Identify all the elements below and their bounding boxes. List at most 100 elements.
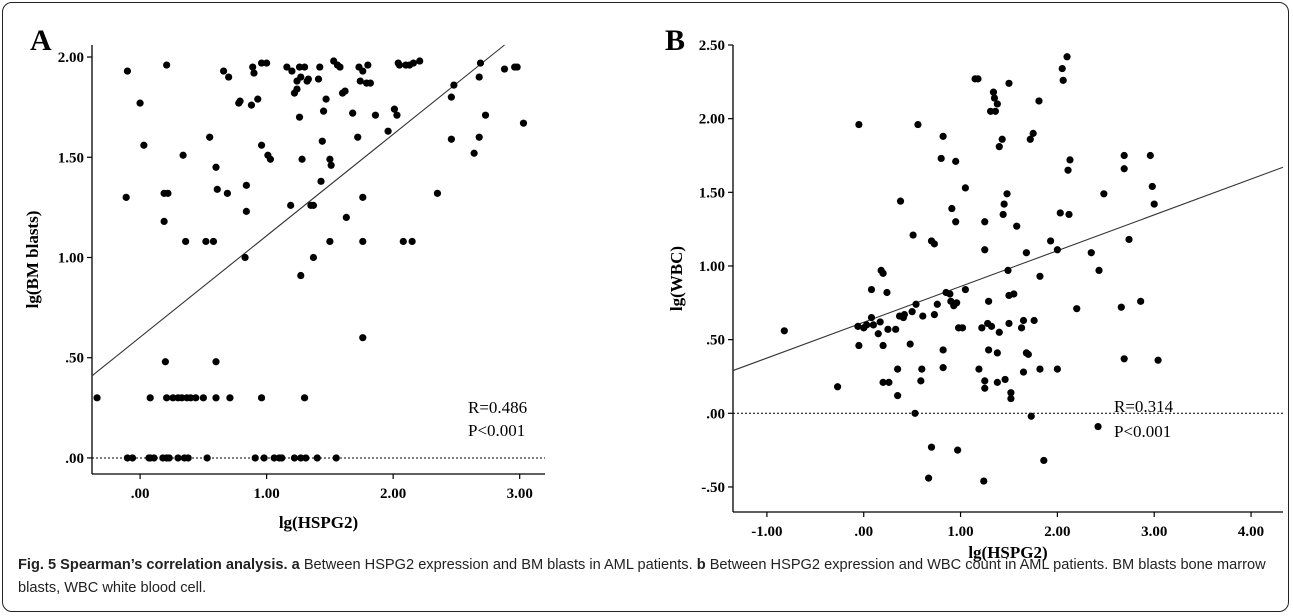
- x-tick-label: .00: [131, 486, 150, 502]
- data-point: [924, 474, 933, 482]
- data-point: [1030, 316, 1038, 325]
- data-point: [182, 237, 190, 246]
- data-point: [854, 322, 862, 330]
- data-point: [1053, 246, 1061, 254]
- data-point: [300, 63, 309, 71]
- data-point: [999, 210, 1007, 219]
- data-point: [136, 99, 144, 107]
- data-point: [304, 75, 312, 83]
- data-point: [416, 57, 424, 65]
- data-point: [885, 378, 893, 386]
- data-point: [1117, 303, 1125, 311]
- data-point: [995, 328, 1003, 336]
- data-point: [1013, 222, 1021, 230]
- panel-label: A: [30, 24, 52, 57]
- data-point: [1058, 64, 1066, 73]
- data-point: [475, 73, 483, 81]
- data-point: [933, 300, 941, 308]
- data-point: [341, 87, 349, 95]
- data-point: [475, 133, 483, 141]
- data-point: [513, 63, 521, 71]
- data-point: [1036, 272, 1044, 280]
- data-point: [1150, 200, 1158, 208]
- caption-title: Spearman’s correlation analysis.: [60, 557, 288, 573]
- data-point: [883, 288, 891, 297]
- data-point: [961, 285, 969, 294]
- data-point: [1000, 200, 1008, 208]
- fit-line: [91, 44, 505, 377]
- data-point: [395, 61, 404, 69]
- data-point: [946, 290, 954, 298]
- data-point: [257, 59, 266, 67]
- data-point: [1059, 76, 1067, 84]
- data-point: [1065, 210, 1073, 219]
- data-point: [409, 59, 418, 67]
- data-point: [93, 394, 101, 402]
- data-point: [169, 394, 177, 402]
- data-point: [1036, 365, 1044, 373]
- data-point: [302, 454, 310, 462]
- data-point: [251, 454, 259, 462]
- x-tick-label: .00: [854, 524, 873, 540]
- x-tick-label: 3.00: [1141, 524, 1167, 540]
- data-point: [447, 93, 455, 101]
- y-tick-label: 1.50: [58, 150, 84, 166]
- data-point: [326, 155, 334, 163]
- data-point: [874, 330, 882, 338]
- data-point: [930, 310, 939, 319]
- data-point: [993, 100, 1001, 108]
- data-point: [470, 149, 478, 157]
- data-point: [1019, 316, 1028, 325]
- data-point: [1053, 365, 1061, 373]
- data-point: [912, 300, 920, 308]
- data-point: [318, 137, 326, 145]
- data-point: [989, 88, 998, 96]
- data-point: [1004, 266, 1012, 274]
- y-axis-label: lg(BM blasts): [23, 211, 42, 309]
- data-point: [1100, 190, 1108, 198]
- data-point: [123, 454, 132, 462]
- data-point: [356, 77, 364, 85]
- y-tick-label: 2.00: [699, 112, 725, 128]
- data-point: [123, 67, 132, 75]
- data-point: [1120, 151, 1128, 160]
- figure-caption: Fig. 5 Spearman’s correlation analysis. …: [18, 554, 1280, 600]
- data-point: [985, 297, 993, 305]
- data-point: [122, 193, 130, 201]
- data-point: [322, 95, 330, 103]
- data-point: [332, 454, 340, 462]
- data-point: [917, 377, 925, 385]
- data-point: [297, 73, 305, 81]
- data-point: [1146, 151, 1154, 160]
- data-point: [266, 155, 275, 163]
- data-point: [909, 231, 917, 239]
- data-point: [150, 454, 158, 462]
- data-point: [295, 113, 304, 121]
- data-point: [892, 325, 900, 333]
- data-point: [326, 237, 334, 246]
- data-point: [260, 454, 268, 462]
- y-tick-label: -.50: [701, 480, 725, 496]
- data-point: [952, 157, 960, 165]
- data-point: [225, 73, 233, 81]
- data-point: [993, 378, 1001, 386]
- data-point: [270, 454, 278, 462]
- data-point: [354, 133, 362, 141]
- data-point: [192, 394, 200, 402]
- data-point: [985, 346, 993, 354]
- panel-a: A .00 .50 1.00 1.50 2.00 .00 1.00 2.00 3.00 lg(HSP…: [23, 24, 545, 532]
- data-point: [980, 477, 988, 485]
- data-point: [948, 204, 956, 213]
- data-point: [250, 69, 258, 77]
- data-point: [359, 193, 367, 201]
- x-tick-label: 1.00: [253, 486, 279, 502]
- data-point: [1040, 456, 1048, 465]
- data-point: [1035, 97, 1043, 105]
- data-point: [867, 313, 876, 322]
- data-point: [128, 454, 137, 462]
- data-point: [287, 201, 295, 209]
- data-point: [981, 377, 989, 385]
- data-point: [242, 207, 250, 215]
- data-point: [408, 237, 416, 246]
- data-point: [314, 75, 323, 83]
